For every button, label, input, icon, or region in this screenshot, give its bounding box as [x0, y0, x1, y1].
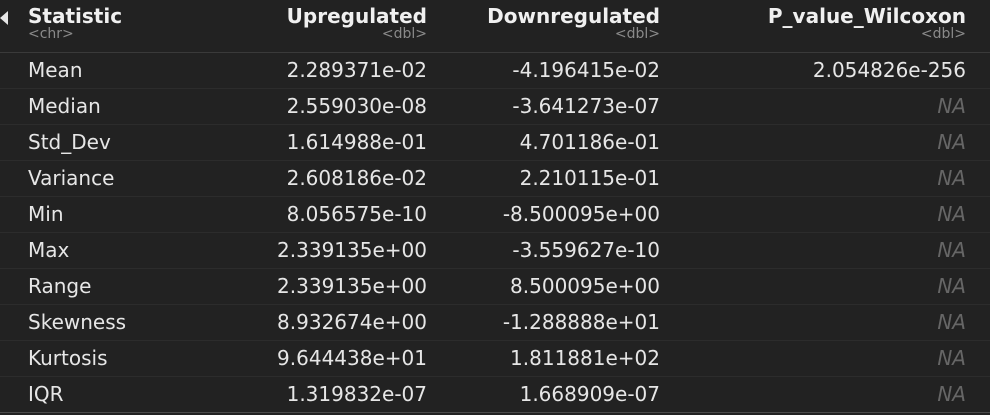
cell-p-value-wilcoxon: NA: [680, 232, 990, 269]
cell-p-value-wilcoxon: NA: [680, 196, 990, 233]
cell-upregulated: 1.614988e-01: [190, 124, 435, 161]
table-row: Std_Dev 1.614988e-01 4.701186e-01 NA: [0, 124, 990, 161]
cell-upregulated: 8.056575e-10: [190, 196, 435, 233]
cell-downregulated: -3.559627e-10: [435, 232, 680, 269]
cell-statistic: Mean: [0, 52, 190, 89]
cell-upregulated: 2.608186e-02: [190, 160, 435, 197]
table-row: IQR 1.319832e-07 1.668909e-07 NA: [0, 376, 990, 413]
cell-p-value-wilcoxon: NA: [680, 268, 990, 305]
column-header-downregulated[interactable]: Downregulated <dbl>: [435, 0, 680, 53]
cell-upregulated: 9.644438e+01: [190, 340, 435, 377]
cell-statistic: Max: [0, 232, 190, 269]
cell-downregulated: 2.210115e-01: [435, 160, 680, 197]
column-header-p-value-wilcoxon[interactable]: P_value_Wilcoxon <dbl>: [680, 0, 990, 53]
cell-p-value-wilcoxon: NA: [680, 340, 990, 377]
cell-statistic: IQR: [0, 376, 190, 413]
cell-p-value-wilcoxon: NA: [680, 88, 990, 125]
column-name: Statistic: [28, 4, 123, 28]
cell-p-value-wilcoxon: 2.054826e-256: [680, 52, 990, 89]
table-row: Kurtosis 9.644438e+01 1.811881e+02 NA: [0, 340, 990, 377]
cell-downregulated: -3.641273e-07: [435, 88, 680, 125]
table-header-row: Statistic <chr> Upregulated <dbl> Downre…: [0, 0, 990, 53]
cell-statistic: Std_Dev: [0, 124, 190, 161]
cell-downregulated: 8.500095e+00: [435, 268, 680, 305]
cell-upregulated: 2.339135e+00: [190, 268, 435, 305]
column-name: P_value_Wilcoxon: [767, 4, 966, 28]
cell-p-value-wilcoxon: NA: [680, 304, 990, 341]
column-type: <chr>: [28, 26, 74, 42]
cell-downregulated: -4.196415e-02: [435, 52, 680, 89]
table-row: Median 2.559030e-08 -3.641273e-07 NA: [0, 88, 990, 125]
cell-statistic: Min: [0, 196, 190, 233]
cell-upregulated: 2.289371e-02: [190, 52, 435, 89]
cell-upregulated: 1.319832e-07: [190, 376, 435, 413]
cell-statistic: Variance: [0, 160, 190, 197]
cell-statistic: Range: [0, 268, 190, 305]
column-name: Downregulated: [487, 4, 660, 28]
table-row: Variance 2.608186e-02 2.210115e-01 NA: [0, 160, 990, 197]
table-row: Min 8.056575e-10 -8.500095e+00 NA: [0, 196, 990, 233]
cell-downregulated: -8.500095e+00: [435, 196, 680, 233]
cell-downregulated: -1.288888e+01: [435, 304, 680, 341]
cell-upregulated: 2.559030e-08: [190, 88, 435, 125]
cell-upregulated: 8.932674e+00: [190, 304, 435, 341]
cell-p-value-wilcoxon: NA: [680, 376, 990, 413]
table-row: Range 2.339135e+00 8.500095e+00 NA: [0, 268, 990, 305]
table-row: Mean 2.289371e-02 -4.196415e-02 2.054826e-2…: [0, 52, 990, 89]
column-name: Upregulated: [286, 4, 427, 28]
cell-statistic: Median: [0, 88, 190, 125]
column-type: <dbl>: [920, 26, 966, 42]
column-header-upregulated[interactable]: Upregulated <dbl>: [190, 0, 435, 53]
cell-downregulated: 1.668909e-07: [435, 376, 680, 413]
table-row: Max 2.339135e+00 -3.559627e-10 NA: [0, 232, 990, 269]
cell-downregulated: 1.811881e+02: [435, 340, 680, 377]
cell-downregulated: 4.701186e-01: [435, 124, 680, 161]
column-type: <dbl>: [381, 26, 427, 42]
cell-statistic: Skewness: [0, 304, 190, 341]
cell-p-value-wilcoxon: NA: [680, 124, 990, 161]
cell-statistic: Kurtosis: [0, 340, 190, 377]
cell-upregulated: 2.339135e+00: [190, 232, 435, 269]
column-header-statistic[interactable]: Statistic <chr>: [0, 0, 190, 53]
table-row: Skewness 8.932674e+00 -1.288888e+01 NA: [0, 304, 990, 341]
column-type: <dbl>: [614, 26, 660, 42]
cell-p-value-wilcoxon: NA: [680, 160, 990, 197]
